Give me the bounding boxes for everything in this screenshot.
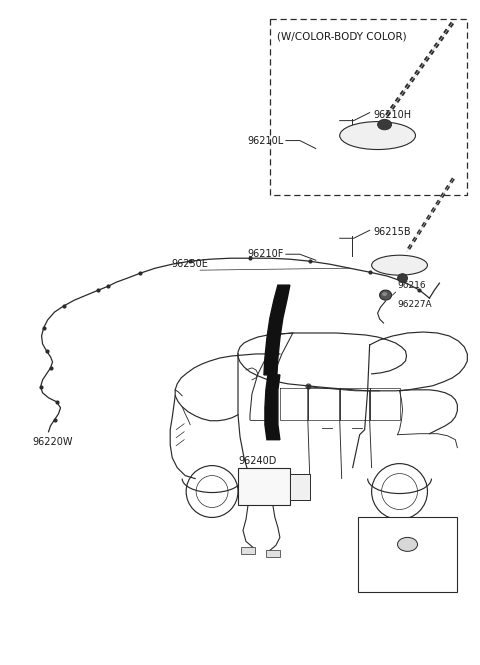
Text: 96220W: 96220W	[33, 437, 73, 447]
Bar	[290, 473, 310, 499]
Polygon shape	[265, 375, 280, 440]
Text: 96230E: 96230E	[172, 259, 209, 269]
Text: 96216: 96216	[397, 281, 426, 290]
Text: 84777D: 84777D	[378, 521, 417, 531]
Ellipse shape	[397, 274, 408, 283]
Bar	[241, 547, 255, 555]
Bar	[270, 19, 468, 196]
Ellipse shape	[372, 255, 428, 275]
Text: 96210H: 96210H	[373, 110, 412, 120]
Polygon shape	[264, 285, 290, 375]
Text: 96227A: 96227A	[397, 300, 432, 309]
Bar	[266, 551, 280, 557]
Text: 96210L: 96210L	[248, 136, 284, 146]
Bar	[238, 467, 290, 505]
Text: (W/COLOR-BODY COLOR): (W/COLOR-BODY COLOR)	[277, 32, 407, 42]
Bar	[358, 517, 457, 593]
Ellipse shape	[397, 537, 418, 551]
Ellipse shape	[382, 292, 387, 296]
Ellipse shape	[378, 120, 392, 130]
Text: 96240D: 96240D	[239, 456, 277, 465]
Ellipse shape	[380, 290, 392, 300]
Ellipse shape	[340, 122, 416, 150]
Text: 96215B: 96215B	[373, 227, 411, 237]
Text: 96210F: 96210F	[248, 249, 284, 259]
